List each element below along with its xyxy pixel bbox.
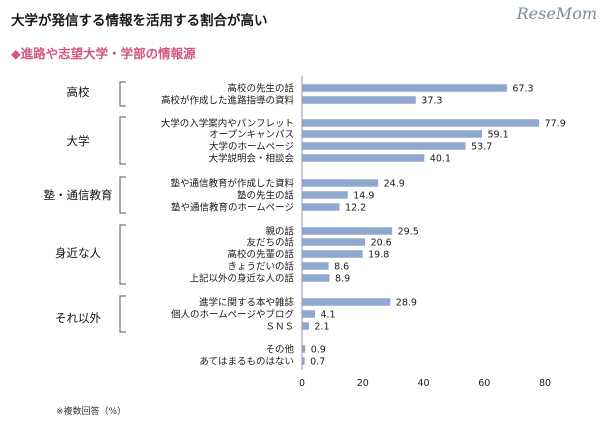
value-label: 28.9	[396, 298, 417, 309]
group-label: 高校	[67, 85, 90, 99]
x-tick-label: 20	[357, 378, 369, 389]
value-label: 67.3	[512, 84, 533, 95]
group-bracket	[119, 295, 126, 333]
value-label: 8.9	[335, 274, 350, 285]
value-label: 19.8	[368, 250, 389, 261]
value-label: 77.9	[545, 119, 566, 130]
category-label: 高校の先生の話	[227, 83, 294, 95]
category-label: 友だちの話	[246, 237, 294, 249]
value-label: 20.6	[371, 238, 392, 249]
group-label: それ以外	[55, 311, 101, 325]
category-label: 進学に関する本や雑誌	[199, 297, 295, 309]
bar	[302, 262, 329, 270]
category-label: その他	[265, 344, 294, 356]
group-label: 身近な人	[55, 246, 101, 260]
group-bracket	[119, 176, 126, 214]
bar	[302, 274, 330, 282]
value-label: 14.9	[353, 191, 374, 202]
category-label: 高校の先輩の話	[227, 249, 294, 261]
category-label: あてはまるものはない	[199, 357, 294, 368]
category-label: 高校が作成した進路指導の資料	[161, 95, 295, 107]
chart-title: 大学が発信する情報を活用する割合が高い	[11, 13, 268, 29]
bar	[302, 191, 348, 199]
x-tick-label: 0	[299, 378, 305, 389]
bar	[302, 298, 391, 306]
bar	[302, 203, 340, 211]
category-label: ＳＮＳ	[265, 322, 294, 333]
value-label: 4.1	[320, 310, 335, 321]
category-label: 塾や通信教育のホームページ	[171, 202, 294, 214]
bar	[302, 250, 363, 258]
value-label: 8.6	[334, 262, 349, 273]
bar	[302, 119, 540, 127]
value-label: 59.1	[488, 130, 509, 141]
value-label: 24.9	[384, 179, 405, 190]
footnote: ※複数回答（%）	[56, 407, 127, 417]
category-label: 塾や通信教育が作成した資料	[170, 178, 294, 190]
group-label: 大学	[67, 134, 90, 148]
bar	[302, 179, 379, 187]
category-label: 大学の入学案内やパンフレット	[161, 118, 294, 130]
category-label: 個人のホームページやブログ	[171, 309, 295, 321]
value-label: 0.9	[311, 345, 326, 356]
category-label: 塾の先生の話	[237, 190, 295, 202]
bar	[302, 322, 309, 330]
category-label: きょうだいの話	[227, 261, 294, 273]
value-label: 2.1	[314, 322, 329, 333]
bar	[302, 130, 483, 138]
category-label: 上記以外の身近な人の話	[189, 273, 294, 285]
bar	[302, 310, 315, 318]
group-bracket	[119, 116, 126, 165]
brand-logo: ReseMom	[516, 4, 597, 23]
bar	[302, 227, 393, 235]
x-tick-label: 40	[417, 378, 429, 389]
chart-subtitle: ◆進路や志望大学・学部の情報源	[11, 46, 196, 61]
bar	[302, 345, 306, 353]
bar	[302, 238, 366, 246]
bar	[302, 357, 305, 365]
x-tick-label: 80	[539, 378, 551, 389]
bar	[302, 84, 507, 92]
group-bracket	[119, 224, 126, 285]
bar	[302, 96, 416, 104]
bar	[302, 154, 425, 162]
x-tick-label: 60	[478, 378, 490, 389]
value-label: 53.7	[471, 142, 492, 153]
category-label: 大学のホームページ	[209, 141, 294, 153]
category-label: 大学説明会・相談会	[208, 153, 294, 165]
group-label: 塾・通信教育	[44, 188, 113, 202]
value-label: 29.5	[398, 227, 419, 238]
category-label: オープンキャンパス	[209, 130, 294, 141]
group-bracket	[119, 81, 126, 107]
category-label: 親の話	[265, 226, 294, 238]
value-label: 40.1	[430, 154, 451, 165]
bar	[302, 142, 466, 150]
value-label: 37.3	[421, 96, 442, 107]
value-label: 0.7	[310, 357, 325, 368]
value-label: 12.2	[345, 203, 366, 214]
